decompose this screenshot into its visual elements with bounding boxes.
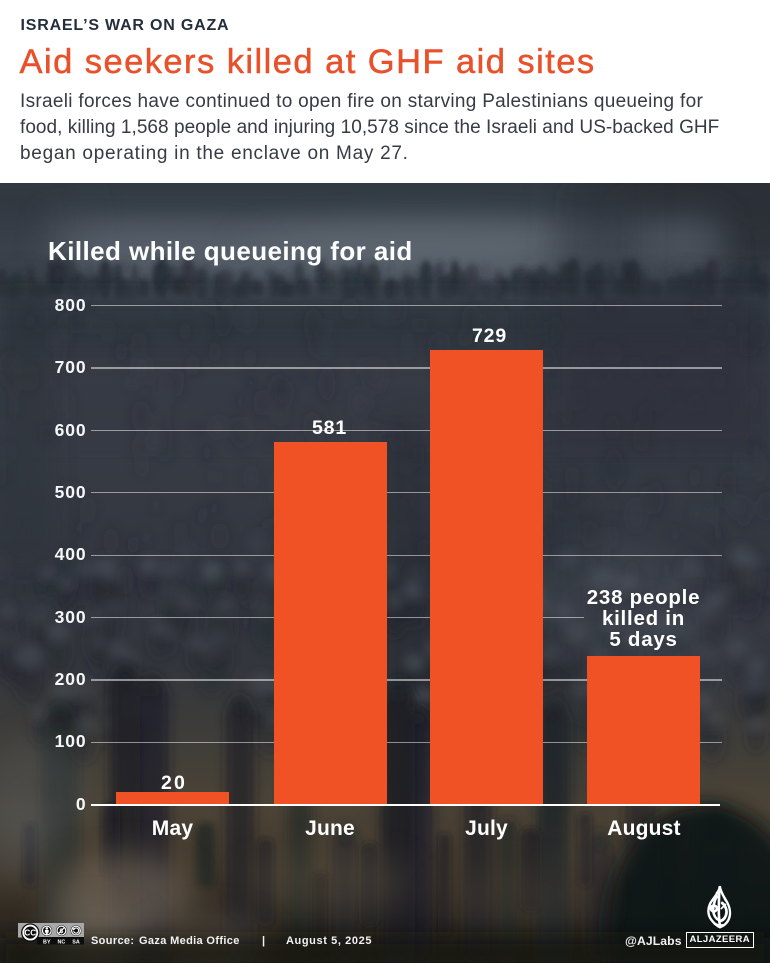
svg-text:$: $: [60, 928, 64, 935]
svg-text:BY: BY: [43, 940, 51, 946]
svg-text:SA: SA: [72, 940, 80, 946]
svg-text:CC: CC: [24, 929, 36, 938]
svg-text:NC: NC: [58, 940, 66, 946]
